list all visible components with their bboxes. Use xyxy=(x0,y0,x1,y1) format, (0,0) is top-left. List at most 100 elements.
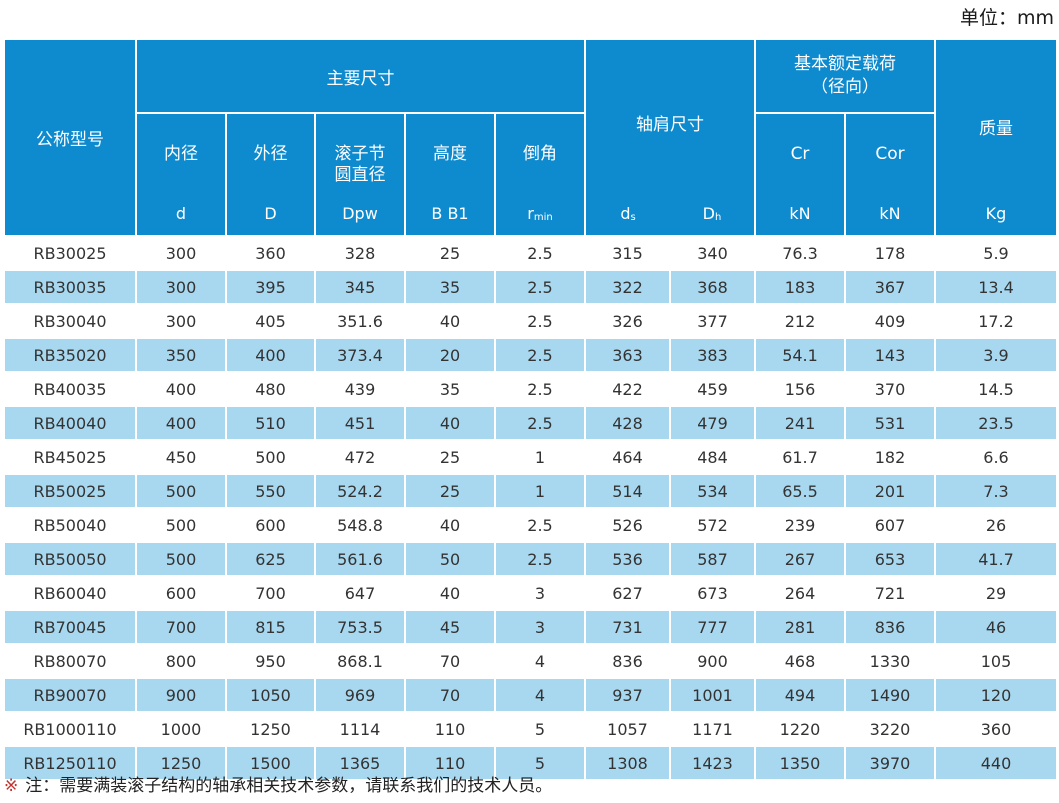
value-cell: 1250 xyxy=(225,711,316,747)
value-cell: 76.3 xyxy=(754,235,846,271)
header-inner-label: 内径 xyxy=(164,144,198,164)
header-load-line2: （径向） xyxy=(811,77,879,97)
value-cell: 524.2 xyxy=(314,473,406,509)
table-row: RB60040 600 700 647 40 3 627 673 264 721 29 xyxy=(3,575,1058,611)
value-cell: 451 xyxy=(314,405,406,441)
value-cell: 281 xyxy=(754,609,846,645)
table-row: RB50050 500 625 561.6 50 2.5 536 587 267 653 41.7 xyxy=(3,541,1058,577)
value-cell: 40 xyxy=(404,507,496,543)
value-cell: 1308 xyxy=(584,745,671,781)
model-cell: RB50050 xyxy=(3,541,137,577)
value-cell: 50 xyxy=(404,541,496,577)
bearing-spec-table: 公称型号 主要尺寸 轴肩尺寸 ds Dh 基本额定载荷 （径向） xyxy=(3,38,1058,781)
header-height: 高度 B B1 xyxy=(404,112,496,237)
table-body: RB30025 300 360 328 25 2.5 315 340 76.3 178 5.9 RB3… xyxy=(3,235,1058,781)
model-cell: RB30035 xyxy=(3,269,137,305)
header-chamfer-label: 倒角 xyxy=(523,144,557,164)
value-cell: 536 xyxy=(584,541,671,577)
value-cell: 350 xyxy=(135,337,227,373)
value-cell: 35 xyxy=(404,269,496,305)
table-row: RB30025 300 360 328 25 2.5 315 340 76.3 178 5.9 xyxy=(3,235,1058,271)
header-cor: Cor kN xyxy=(844,112,936,237)
value-cell: 2.5 xyxy=(494,235,586,271)
value-cell: 29 xyxy=(934,575,1058,611)
value-cell: 500 xyxy=(225,439,316,475)
header-cr: Cr kN xyxy=(754,112,846,237)
table-row: RB40040 400 510 451 40 2.5 428 479 241 531 23.5 xyxy=(3,405,1058,441)
value-cell: 300 xyxy=(135,303,227,339)
value-cell: 315 xyxy=(584,235,671,271)
table-row: RB90070 900 1050 969 70 4 937 1001 494 1490 120 xyxy=(3,677,1058,713)
header-cor-label: Cor xyxy=(875,144,905,164)
value-cell: 25 xyxy=(404,473,496,509)
value-cell: 373.4 xyxy=(314,337,406,373)
header-model: 公称型号 xyxy=(3,38,137,237)
value-cell: 70 xyxy=(404,677,496,713)
table-row: RB1000110 1000 1250 1114 110 5 1057 1171 1220 322… xyxy=(3,711,1058,747)
value-cell: 61.7 xyxy=(754,439,846,475)
value-cell: 17.2 xyxy=(934,303,1058,339)
header-load-line1: 基本额定载荷 xyxy=(794,54,896,74)
header-shoulder-units: ds Dh xyxy=(587,204,753,223)
value-cell: 1250 xyxy=(135,745,227,781)
value-cell: 428 xyxy=(584,405,671,441)
value-cell: 572 xyxy=(669,507,756,543)
value-cell: 40 xyxy=(404,303,496,339)
value-cell: 65.5 xyxy=(754,473,846,509)
value-cell: 1 xyxy=(494,439,586,475)
header-pitch-label: 滚子节圆直径 xyxy=(334,144,386,185)
value-cell: 25 xyxy=(404,235,496,271)
value-cell: 721 xyxy=(844,575,936,611)
header-pitch-diameter: 滚子节圆直径 Dpw xyxy=(314,112,406,237)
value-cell: 600 xyxy=(225,507,316,543)
value-cell: 405 xyxy=(225,303,316,339)
value-cell: 800 xyxy=(135,643,227,679)
table-row: RB35020 350 400 373.4 20 2.5 363 383 54.1 143 3.9 xyxy=(3,337,1058,373)
value-cell: 561.6 xyxy=(314,541,406,577)
value-cell: 2.5 xyxy=(494,405,586,441)
value-cell: 439 xyxy=(314,371,406,407)
table-row: RB80070 800 950 868.1 70 4 836 900 468 1330 105 xyxy=(3,643,1058,679)
value-cell: 777 xyxy=(669,609,756,645)
value-cell: 46 xyxy=(934,609,1058,645)
value-cell: 3 xyxy=(494,609,586,645)
value-cell: 267 xyxy=(754,541,846,577)
value-cell: 479 xyxy=(669,405,756,441)
value-cell: 370 xyxy=(844,371,936,407)
value-cell: 367 xyxy=(844,269,936,305)
value-cell: 625 xyxy=(225,541,316,577)
value-cell: 1330 xyxy=(844,643,936,679)
footnote: ※ 注：需要满装滚子结构的轴承相关技术参数，请联系我们的技术人员。 xyxy=(4,771,552,796)
value-cell: 1490 xyxy=(844,677,936,713)
value-cell: 464 xyxy=(584,439,671,475)
header-height-unit: B B1 xyxy=(431,204,469,223)
value-cell: 409 xyxy=(844,303,936,339)
header-cor-unit: kN xyxy=(879,204,901,223)
value-cell: 422 xyxy=(584,371,671,407)
value-cell: 950 xyxy=(225,643,316,679)
model-cell: RB40035 xyxy=(3,371,137,407)
value-cell: 600 xyxy=(135,575,227,611)
value-cell: 351.6 xyxy=(314,303,406,339)
value-cell: 753.5 xyxy=(314,609,406,645)
value-cell: 514 xyxy=(584,473,671,509)
value-cell: 534 xyxy=(669,473,756,509)
value-cell: 531 xyxy=(844,405,936,441)
header-main-dims: 主要尺寸 xyxy=(135,38,586,114)
value-cell: 5 xyxy=(494,745,586,781)
header-chamfer: 倒角 rmin xyxy=(494,112,586,237)
value-cell: 120 xyxy=(934,677,1058,713)
header-mass-label: 质量 xyxy=(979,119,1013,139)
header-pitch-unit: Dpw xyxy=(342,204,378,223)
value-cell: 395 xyxy=(225,269,316,305)
value-cell: 400 xyxy=(225,337,316,373)
value-cell: 731 xyxy=(584,609,671,645)
value-cell: 969 xyxy=(314,677,406,713)
header-model-label: 公称型号 xyxy=(36,130,104,150)
value-cell: 1365 xyxy=(314,745,406,781)
value-cell: 510 xyxy=(225,405,316,441)
table-row: RB70045 700 815 753.5 45 3 731 777 281 836 46 xyxy=(3,609,1058,645)
value-cell: 6.6 xyxy=(934,439,1058,475)
value-cell: 182 xyxy=(844,439,936,475)
